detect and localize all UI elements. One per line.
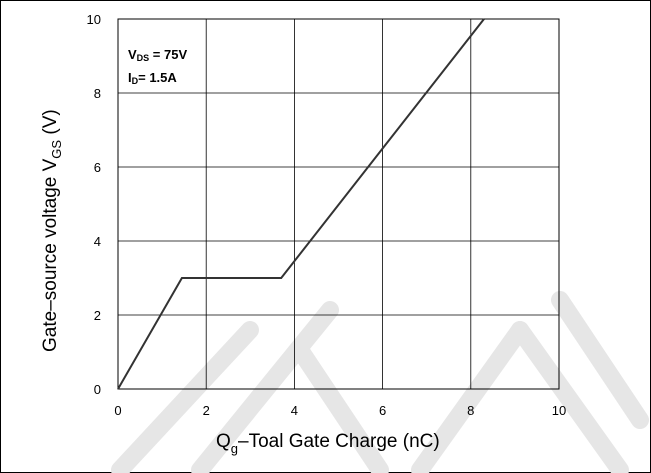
x-axis-title: Qg–Toal Gate Charge (nC) [216,431,440,456]
annotation-vds: VDS = 75V [128,47,187,63]
x-tick-label-4: 8 [467,403,474,418]
y-tick-label-5: 10 [87,12,101,27]
y-axis-title: Gate–source voltage VGS (V) [40,109,64,352]
y-tick-label-3: 6 [94,160,101,175]
y-tick-label-1: 2 [94,308,101,323]
y-tick-label-2: 4 [94,234,101,249]
series-line [117,18,485,390]
x-tick-label-2: 4 [291,403,298,418]
x-tick-label-0: 0 [114,403,121,418]
x-tick-label-3: 6 [379,403,386,418]
annotation-id: ID= 1.5A [128,70,177,86]
y-tick-label-0: 0 [94,382,101,397]
y-tick-label-4: 8 [94,86,101,101]
plot-border [117,18,560,390]
x-tick-labels: 0 2 4 6 8 10 [114,403,566,418]
y-tick-labels: 0 2 4 6 8 10 [87,12,101,397]
x-tick-label-5: 10 [552,403,566,418]
x-tick-label-1: 2 [203,403,210,418]
